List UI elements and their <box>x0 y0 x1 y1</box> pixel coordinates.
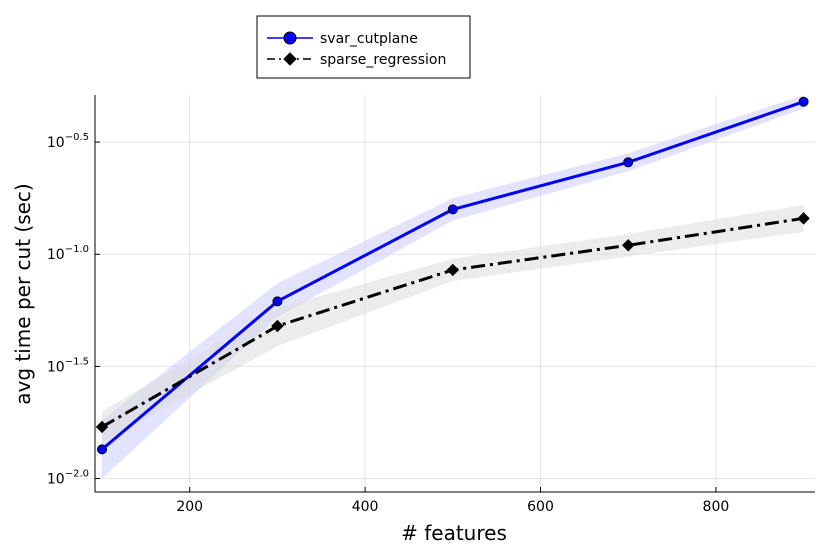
axes <box>94 95 815 493</box>
y-tick-label: 10−1.0 <box>47 244 89 263</box>
data-point <box>797 212 810 225</box>
series-markers <box>95 96 810 455</box>
data-point <box>621 239 635 252</box>
y-tick-label: 10−2.0 <box>47 469 89 488</box>
legend-label-sparse_regression: sparse_regression <box>320 52 446 68</box>
legend: svar_cutplane sparse_regression <box>256 15 471 79</box>
x-axis-label: # features <box>401 521 507 545</box>
data-point <box>272 296 283 307</box>
series-line-sparse_regression <box>101 216 804 429</box>
data-point <box>623 157 634 168</box>
data-point <box>446 263 460 277</box>
confidence-band-svar_cutplane <box>102 95 804 479</box>
x-tick-label: 800 <box>703 499 730 515</box>
x-tick-label: 600 <box>527 499 554 515</box>
legend-marker-svar_cutplane <box>283 31 297 45</box>
data-point <box>95 420 109 434</box>
x-tick-label: 400 <box>352 499 379 515</box>
grid <box>95 95 815 492</box>
legend-label-svar_cutplane: svar_cutplane <box>320 31 418 47</box>
data-point <box>798 96 809 107</box>
confidence-bands <box>102 95 804 479</box>
confidence-band-sparse_regression <box>102 204 804 443</box>
x-tick-label: 200 <box>176 499 203 515</box>
legend-box <box>256 15 471 79</box>
y-tick-label: 10−1.5 <box>47 356 89 375</box>
y-axis-label: avg time per cut (sec) <box>11 183 35 404</box>
data-point <box>97 444 108 455</box>
data-point <box>271 319 284 333</box>
tick-labels: 200 400 600 800 10−2.0 10−1.5 10−1.0 10−0.5 <box>47 132 729 515</box>
legend-marker-sparse_regression <box>283 52 297 66</box>
data-point <box>447 204 458 215</box>
y-tick-label: 10−0.5 <box>47 132 89 151</box>
